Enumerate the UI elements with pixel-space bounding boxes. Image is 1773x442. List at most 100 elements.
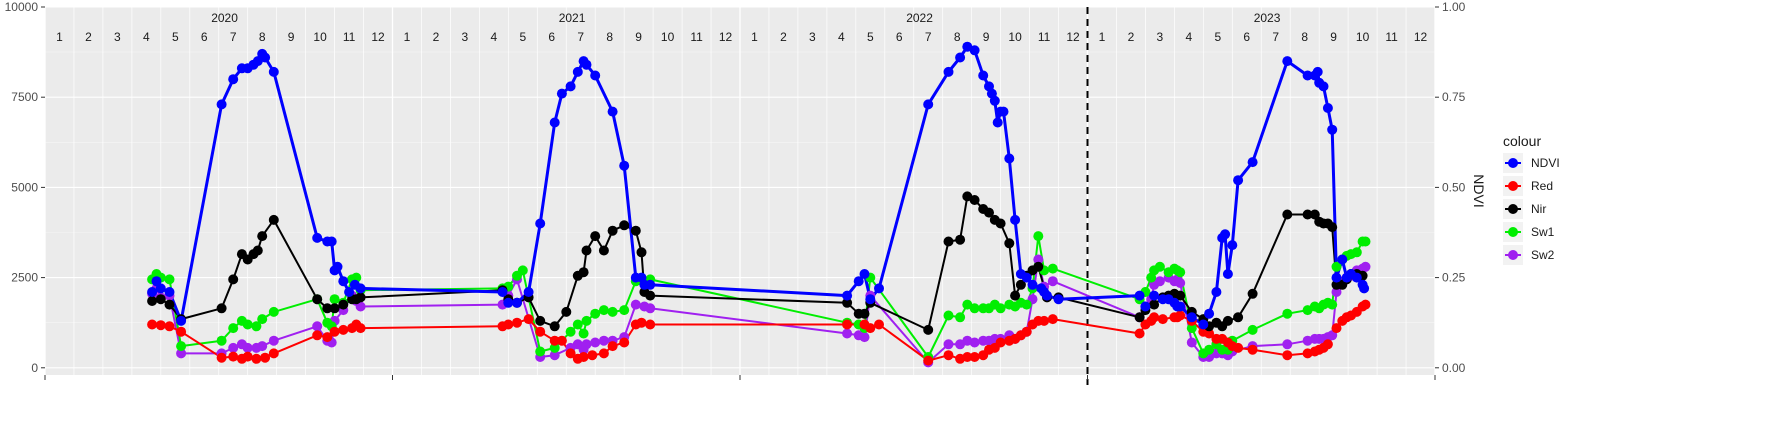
month-label: 12 [1414, 30, 1428, 44]
data-point-nir [147, 296, 158, 306]
y-left-tick-label: 0 [31, 361, 38, 375]
month-label: 1 [1099, 30, 1106, 44]
month-label: 6 [896, 30, 903, 44]
data-point-sw1 [1327, 299, 1338, 310]
data-point-red [147, 319, 158, 330]
data-point-red [268, 348, 279, 359]
month-label: 10 [1356, 30, 1370, 44]
data-point-red [164, 321, 175, 332]
data-point-red [874, 319, 884, 330]
month-label: 11 [343, 30, 356, 44]
data-point-ndvi [260, 52, 271, 63]
data-point-sw2 [969, 337, 980, 348]
month-label: 1 [404, 30, 411, 44]
data-point-sw1 [590, 308, 601, 319]
data-point-sw1 [943, 310, 954, 321]
data-point-red [1047, 314, 1058, 325]
data-point-ndvi [1359, 283, 1370, 294]
data-point-red [260, 352, 271, 363]
data-point-sw2 [268, 335, 279, 346]
legend-label-ndvi: NDVI [1531, 156, 1560, 170]
data-point-nir [338, 299, 349, 310]
data-point-sw1 [955, 312, 966, 323]
legend-label-sw1: Sw1 [1531, 225, 1555, 239]
data-point-nir [561, 306, 572, 317]
month-label: 11 [690, 30, 703, 44]
data-point-sw2 [943, 339, 954, 350]
data-point-red [251, 353, 262, 364]
legend-marker-sw1 [1508, 227, 1518, 237]
month-label: 8 [606, 30, 613, 44]
data-point-red [1322, 339, 1333, 350]
data-point-nir [1015, 279, 1026, 290]
data-point-sw1 [251, 321, 262, 332]
data-point-nir [984, 207, 994, 218]
year-label: 2020 [211, 11, 238, 25]
data-point-red [355, 323, 366, 334]
x-axis-ticks [44, 375, 1436, 380]
data-point-nir [598, 245, 609, 256]
data-point-ndvi [978, 70, 989, 81]
y-left-tick-label: 10000 [5, 0, 39, 14]
data-point-red [842, 319, 853, 330]
data-point-sw2 [228, 342, 239, 353]
data-point-red [645, 319, 656, 330]
data-point-sw1 [565, 326, 576, 337]
data-point-ndvi [1175, 301, 1186, 312]
data-point-ndvi [1312, 66, 1323, 77]
data-point-nir [535, 315, 546, 326]
month-label: 6 [201, 30, 208, 44]
data-point-sw1 [517, 265, 528, 276]
data-point-red [1331, 323, 1342, 334]
data-point-red [865, 323, 876, 334]
month-label: 9 [288, 30, 295, 44]
data-point-ndvi [1220, 229, 1231, 240]
data-point-sw2 [1282, 339, 1293, 350]
data-point-nir [1222, 315, 1233, 326]
data-point-red [312, 330, 323, 341]
data-point-red [322, 332, 333, 343]
data-point-sw1 [578, 328, 589, 339]
grid [44, 6, 1436, 375]
data-point-ndvi [955, 52, 966, 63]
data-point-red [636, 317, 647, 328]
data-point-nir [636, 247, 647, 258]
data-point-ndvi [332, 261, 343, 272]
data-point-red [1157, 314, 1168, 325]
year-label: 2022 [906, 11, 933, 25]
data-point-ndvi [1042, 290, 1052, 301]
data-point-ndvi [228, 74, 239, 85]
data-point-sw1 [329, 294, 340, 305]
month-label: 11 [1385, 30, 1398, 44]
data-point-ndvi [992, 117, 1003, 128]
month-label: 2 [85, 30, 92, 44]
data-point-ndvi [1021, 272, 1032, 283]
data-point-ndvi [943, 66, 954, 77]
year-label: 2023 [1254, 11, 1281, 25]
y-right-tick-label: 0.25 [1442, 271, 1466, 285]
data-point-red [523, 314, 534, 325]
month-label: 8 [954, 30, 961, 44]
data-point-nir [155, 294, 166, 305]
month-label: 3 [114, 30, 121, 44]
data-point-ndvi [565, 81, 576, 92]
data-point-ndvi [1233, 175, 1244, 186]
legend-title: colour [1503, 133, 1541, 149]
y-right-tick-label: 0.75 [1442, 90, 1466, 104]
data-point-ndvi [556, 88, 567, 99]
data-point-sw1 [257, 314, 268, 325]
y-left-tick-label: 2500 [11, 271, 38, 285]
month-label: 1 [56, 30, 63, 44]
data-point-nir [549, 321, 560, 332]
data-point-nir [322, 303, 333, 314]
data-point-ndvi [590, 70, 601, 81]
month-label: 9 [983, 30, 990, 44]
legend: colour NDVI Red Nir Sw1 Sw2 [1503, 133, 1560, 265]
data-point-ndvi [355, 283, 366, 294]
data-point-ndvi [1134, 290, 1145, 301]
data-point-red [1282, 350, 1293, 361]
data-point-nir [590, 231, 601, 242]
data-point-ndvi [1331, 272, 1342, 283]
data-point-sw2 [1360, 261, 1371, 272]
data-point-sw1 [1360, 236, 1371, 247]
